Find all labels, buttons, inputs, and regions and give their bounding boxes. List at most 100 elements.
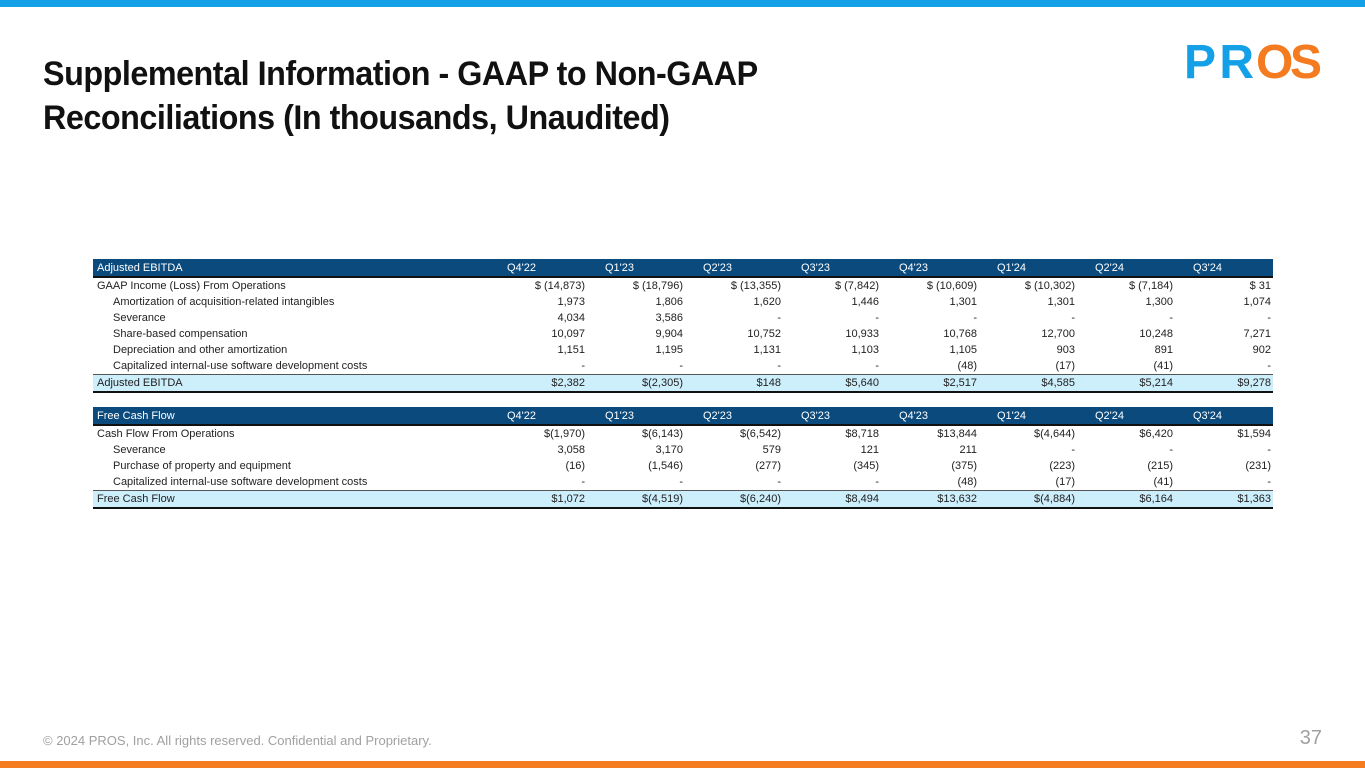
value-cell: 1,301 [1047,296,1075,308]
value-cell: $13,844 [881,425,979,442]
row-label: Share-based compensation [113,328,248,340]
value-cell: - [783,358,881,375]
value-cell: 1,105 [949,344,977,356]
value-cell: 121 [860,444,879,456]
cell-value: (1,970) [550,428,585,440]
dollar-sign: $ [642,377,649,389]
value-cell: - [1071,312,1075,324]
cell-value: 1,594 [1243,428,1271,440]
cell-value: (6,240) [746,493,781,505]
dollar-sign: $ [1034,493,1041,505]
table-row: GAAP Income (Loss) From Operations $ (14,… [93,277,1273,294]
table-row: Severance 4,034 3,586 - - - - - - [93,310,1273,326]
value-cell: $ (13,355) [730,280,781,292]
dollar-sign: $ [1139,428,1146,440]
cell-value: 9,278 [1243,377,1271,389]
column-header: Q2'23 [685,407,783,426]
top-accent-bar [0,0,1365,7]
dollar-sign: $ [1237,428,1244,440]
value-cell: $8,718 [783,425,881,442]
dollar-sign: $ [544,428,551,440]
column-header: Q4'23 [881,407,979,426]
value-cell: - [973,312,977,324]
column-header: Q1'24 [979,259,1077,278]
value-cell: $ (18,796) [632,280,683,292]
table-header-label: Free Cash Flow [93,407,489,426]
svg-text:PR: PR [1184,38,1254,84]
table-row: Severance 3,058 3,170 579 121 211 - - - [93,442,1273,458]
cell-value: 13,844 [943,428,977,440]
row-label: Capitalized internal-use software develo… [93,358,489,375]
cell-value: 5,214 [1145,377,1173,389]
value-cell: 902 [1252,344,1271,356]
dollar-sign: $ [1237,377,1244,389]
row-label: Severance [113,312,166,324]
value-cell: (215) [1147,460,1173,472]
value-cell: (1,546) [648,460,683,472]
dollar-sign: $ [1041,377,1048,389]
value-cell: - [587,358,685,375]
value-cell: $ 31 [1249,280,1271,292]
table-row: Adjusted EBITDA $2,382 $(2,305) $148 $5,640 $… [93,374,1273,393]
dollar-sign: $ [1139,377,1146,389]
value-cell: $1,072 [489,490,587,509]
cell-value: 13,632 [943,493,977,505]
table-row: Amortization of acquisition-related inta… [93,294,1273,310]
value-cell: 10,097 [551,328,585,340]
adjusted-ebitda-table: Adjusted EBITDA Q4'22 Q1'23 Q2'23 Q3'23 Q4'23… [93,259,1273,393]
value-cell: (231) [1245,460,1271,472]
value-cell: $ (14,873) [534,280,585,292]
table-header-row: Adjusted EBITDA Q4'22 Q1'23 Q2'23 Q3'23 Q4'23… [93,259,1273,278]
value-cell: 1,301 [949,296,977,308]
value-cell: - [685,358,783,375]
value-cell: (17) [979,474,1077,491]
value-cell: (48) [881,358,979,375]
dollar-sign: $ [1034,428,1041,440]
value-cell: (375) [951,460,977,472]
value-cell: (17) [979,358,1077,375]
value-cell: (16) [565,460,585,472]
value-cell: $1,363 [1175,490,1273,509]
table-header-label: Adjusted EBITDA [93,259,489,278]
column-header: Q3'23 [783,259,881,278]
bottom-accent-bar [0,761,1365,768]
column-header: Q3'23 [783,407,881,426]
svg-text:OS: OS [1256,38,1322,84]
column-header: Q3'24 [1175,407,1273,426]
column-header: Q1'23 [587,407,685,426]
value-cell: 891 [1154,344,1173,356]
page-number: 37 [1299,727,1322,749]
cell-value: 1,072 [557,493,585,505]
value-cell: $9,278 [1175,374,1273,393]
value-cell: 1,195 [655,344,683,356]
value-cell: $(6,542) [685,425,783,442]
value-cell: $5,640 [783,374,881,393]
row-label: Amortization of acquisition-related inta… [113,296,335,308]
column-header: Q2'24 [1077,259,1175,278]
dollar-sign: $ [642,428,649,440]
value-cell: 1,131 [753,344,781,356]
value-cell: $(4,884) [979,490,1077,509]
value-cell: 1,806 [655,296,683,308]
value-cell: - [685,474,783,491]
value-cell: 12,700 [1041,328,1075,340]
value-cell: $2,382 [489,374,587,393]
cell-value: 6,164 [1145,493,1173,505]
table-header-row: Free Cash Flow Q4'22 Q1'23 Q2'23 Q3'23 Q4'23 Q… [93,407,1273,426]
table-row: Capitalized internal-use software develo… [93,358,1273,375]
value-cell: $1,594 [1175,425,1273,442]
value-cell: - [489,358,587,375]
value-cell: - [1169,312,1173,324]
value-cell: $ (10,302) [1024,280,1075,292]
cell-value: 8,494 [851,493,879,505]
value-cell: $13,632 [881,490,979,509]
cell-value: 148 [762,377,781,389]
value-cell: $(1,970) [489,425,587,442]
row-label: Cash Flow From Operations [97,428,235,440]
value-cell: 10,248 [1139,328,1173,340]
column-header: Q2'24 [1077,407,1175,426]
cell-value: 4,585 [1047,377,1075,389]
value-cell: 4,034 [557,312,585,324]
value-cell: 1,300 [1145,296,1173,308]
value-cell: 1,973 [557,296,585,308]
